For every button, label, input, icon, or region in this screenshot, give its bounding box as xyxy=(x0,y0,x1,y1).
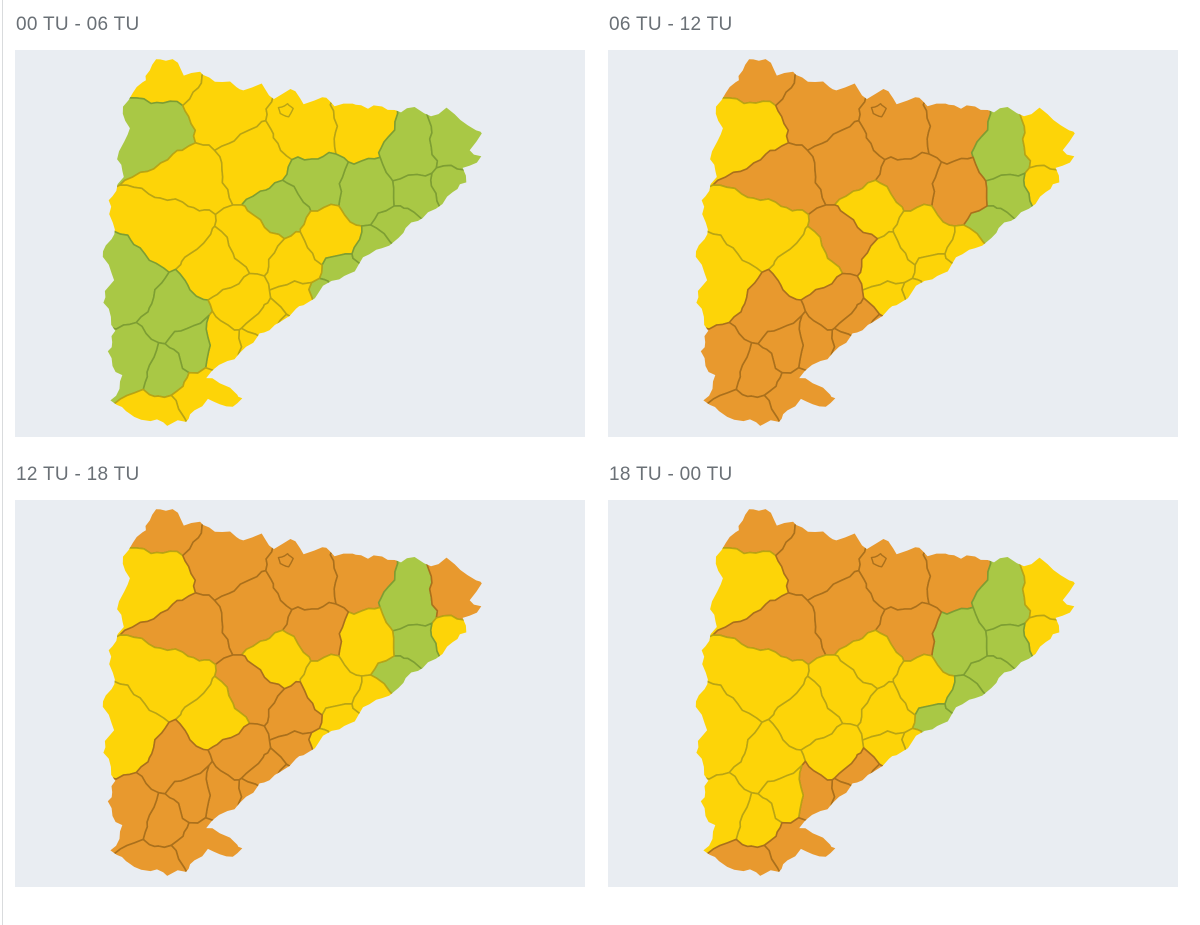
forecast-panel-00-06: 00 TU - 06 TU xyxy=(15,0,585,437)
forecast-grid: 00 TU - 06 TU 06 TU - 12 TU 12 TU - 18 T… xyxy=(15,0,1178,887)
region-barcelones xyxy=(308,727,482,876)
region-barcelones xyxy=(901,727,1075,876)
region-baix-ebre xyxy=(763,366,907,426)
region-montsia xyxy=(102,838,215,876)
region-terra-alta xyxy=(695,321,753,426)
map-area xyxy=(15,50,585,437)
map-area xyxy=(608,50,1178,437)
region-maresme xyxy=(351,674,482,876)
region-baix-ebre xyxy=(763,816,907,876)
region-montsia xyxy=(695,388,808,426)
catalonia-warning-map xyxy=(695,509,1075,876)
forecast-panel-18-00: 18 TU - 00 TU xyxy=(608,450,1178,887)
region-baix-emporda xyxy=(429,164,482,426)
region-valles xyxy=(318,703,406,798)
region-baix-penedes xyxy=(269,313,434,426)
region-baix-ebre xyxy=(170,366,314,426)
region-barcelones xyxy=(901,277,1075,426)
region-alta-ribagorca xyxy=(695,81,790,195)
region-terra-alta xyxy=(102,321,160,426)
panel-title: 12 TU - 18 TU xyxy=(16,464,140,485)
map-area xyxy=(15,500,585,887)
region-selva xyxy=(962,655,1075,861)
forecast-panel-06-12: 06 TU - 12 TU xyxy=(608,0,1178,437)
region-alt-emporda xyxy=(417,59,482,190)
region-terra-alta xyxy=(102,771,160,876)
catalonia-warning-map xyxy=(102,59,482,426)
region-llivia-exclave xyxy=(277,103,294,118)
region-baix-emporda xyxy=(429,614,482,876)
region-selva xyxy=(369,655,482,861)
panel-title: 18 TU - 00 TU xyxy=(609,464,733,485)
region-valles xyxy=(911,253,999,348)
region-baix-penedes xyxy=(862,313,1027,426)
region-maresme xyxy=(944,224,1075,426)
region-baix-ebre xyxy=(170,816,314,876)
region-valles xyxy=(911,703,999,798)
catalonia-warning-map xyxy=(102,509,482,876)
region-llivia-exclave xyxy=(870,103,887,118)
region-maresme xyxy=(351,224,482,426)
region-alt-emporda xyxy=(1010,509,1075,640)
panel-title: 00 TU - 06 TU xyxy=(16,14,140,35)
catalonia-warning-map xyxy=(695,59,1075,426)
region-baix-penedes xyxy=(269,763,434,876)
region-alta-ribagorca xyxy=(102,81,197,195)
region-llivia-exclave xyxy=(277,553,294,568)
forecast-panel-12-18: 12 TU - 18 TU xyxy=(15,450,585,887)
region-alt-emporda xyxy=(417,509,482,640)
region-baix-penedes xyxy=(862,763,1027,876)
region-llivia-exclave xyxy=(870,553,887,568)
region-selva xyxy=(962,205,1075,411)
region-terra-alta xyxy=(695,771,753,876)
region-valles xyxy=(318,253,406,348)
region-tarragones xyxy=(825,777,941,876)
region-maresme xyxy=(944,674,1075,876)
region-tarragones xyxy=(232,327,348,426)
region-alta-ribagorca xyxy=(102,531,197,645)
region-alt-emporda xyxy=(1010,59,1075,190)
region-montsia xyxy=(102,388,215,426)
region-baix-emporda xyxy=(1022,164,1075,426)
page-left-divider xyxy=(2,0,3,925)
region-tarragones xyxy=(825,327,941,426)
region-montsia xyxy=(695,838,808,876)
region-selva xyxy=(369,205,482,411)
map-area xyxy=(608,500,1178,887)
region-baix-emporda xyxy=(1022,614,1075,876)
region-tarragones xyxy=(232,777,348,876)
panel-title: 06 TU - 12 TU xyxy=(609,14,733,35)
region-alta-ribagorca xyxy=(695,531,790,645)
region-barcelones xyxy=(308,277,482,426)
